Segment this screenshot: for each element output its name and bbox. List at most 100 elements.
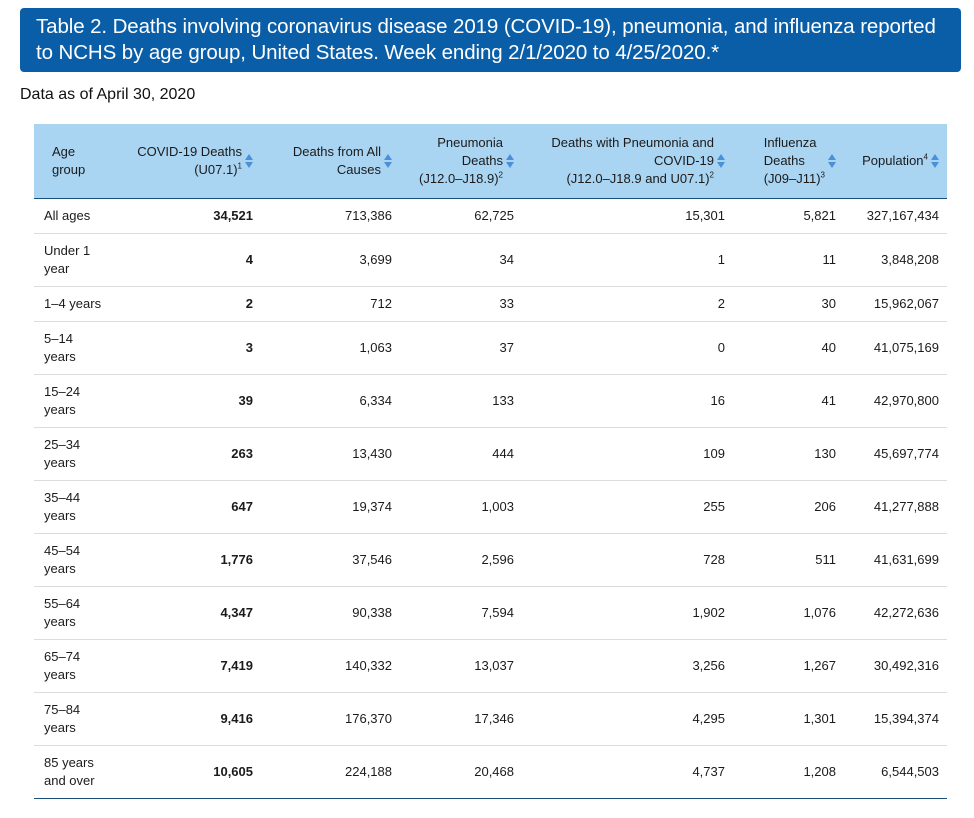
- pneumonia-deaths-cell: 37: [400, 321, 522, 375]
- header-all-line1: Deaths from All: [292, 144, 381, 159]
- age-group-label: 1–4 years: [44, 296, 102, 311]
- age-group-cell: 5–14 years: [34, 321, 126, 375]
- header-pop-line1: Population: [862, 153, 924, 168]
- pneumonia-deaths-cell: 62,725: [400, 198, 522, 234]
- covid-deaths-cell: 647: [126, 480, 261, 534]
- column-header-all-causes[interactable]: Deaths from All Causes: [261, 124, 400, 199]
- all-causes-cell: 6,334: [261, 374, 400, 428]
- pneumonia-deaths-cell: 33: [400, 286, 522, 322]
- population-cell: 41,075,169: [844, 321, 947, 375]
- table-row: 45–54 years 1,776 37,546 2,596 728 511 41,631,6…: [34, 533, 947, 587]
- header-flu-line2: Deaths: [763, 153, 805, 168]
- column-header-age-group: Age group: [34, 124, 126, 199]
- pneumonia-covid-cell: 1,902: [522, 586, 733, 640]
- sort-icon[interactable]: [506, 154, 514, 168]
- pneumonia-covid-cell: 16: [522, 374, 733, 428]
- pneumonia-covid-cell: 15,301: [522, 198, 733, 234]
- sort-icon[interactable]: [717, 154, 725, 168]
- table-row: 35–44 years 647 19,374 1,003 255 206 41,277,888: [34, 480, 947, 534]
- header-pneu-covid-line3: (J12.0–J18.9 and U07.1): [566, 171, 710, 186]
- header-all-line2: Causes: [336, 162, 381, 177]
- header-age-line2: group: [52, 162, 86, 177]
- age-group-label: 35–44: [44, 490, 81, 505]
- table-row: 25–34 years 263 13,430 444 109 130 45,697,774: [34, 427, 947, 481]
- header-covid-line2: (U07.1): [194, 162, 238, 177]
- all-causes-cell: 713,386: [261, 198, 400, 234]
- table-title: Table 2. Deaths involving coronavirus di…: [36, 15, 936, 64]
- header-pneu-line3: (J12.0–J18.9): [419, 171, 499, 186]
- table-row: 65–74 years 7,419 140,332 13,037 3,256 1,267 30…: [34, 639, 947, 693]
- column-header-population[interactable]: Population4: [844, 124, 947, 199]
- age-group-cell: 25–34 years: [34, 427, 126, 481]
- population-cell: 15,962,067: [844, 286, 947, 322]
- influenza-deaths-cell: 5,821: [733, 198, 844, 234]
- column-header-influenza-deaths[interactable]: Influenza Deaths (J09–J11)3: [733, 124, 844, 199]
- header-pneu-line2: Deaths: [461, 153, 503, 168]
- age-group-label: All ages: [44, 208, 91, 223]
- age-group-cell: Under 1 year: [34, 233, 126, 287]
- column-header-pneumonia-deaths[interactable]: Pneumonia Deaths (J12.0–J18.9)2: [400, 124, 522, 199]
- covid-deaths-cell: 3: [126, 321, 261, 375]
- age-group-label: 65–74: [44, 649, 81, 664]
- sort-icon[interactable]: [828, 154, 836, 168]
- population-cell: 15,394,374: [844, 692, 947, 746]
- sort-icon[interactable]: [931, 154, 939, 168]
- pneumonia-covid-cell: 728: [522, 533, 733, 587]
- influenza-deaths-cell: 1,301: [733, 692, 844, 746]
- influenza-deaths-cell: 30: [733, 286, 844, 322]
- age-group-label: 5–14: [44, 331, 73, 346]
- table-row: Under 1 year 4 3,699 34 1 11 3,848,208: [34, 233, 947, 287]
- age-group-cell: 75–84 years: [34, 692, 126, 746]
- population-cell: 45,697,774: [844, 427, 947, 481]
- all-causes-cell: 176,370: [261, 692, 400, 746]
- pneumonia-covid-cell: 109: [522, 427, 733, 481]
- header-covid-line1: COVID-19 Deaths: [137, 144, 242, 159]
- table-row: All ages 34,521 713,386 62,725 15,301 5,821 32…: [34, 198, 947, 234]
- age-group-label-line2: years: [44, 508, 76, 523]
- pneumonia-deaths-cell: 7,594: [400, 586, 522, 640]
- influenza-deaths-cell: 1,208: [733, 745, 844, 799]
- covid-deaths-cell: 263: [126, 427, 261, 481]
- table-row: 5–14 years 3 1,063 37 0 40 41,075,169: [34, 321, 947, 375]
- covid-deaths-cell: 9,416: [126, 692, 261, 746]
- population-cell: 30,492,316: [844, 639, 947, 693]
- table-row: 15–24 years 39 6,334 133 16 41 42,970,800: [34, 374, 947, 428]
- age-group-label-line2: years: [44, 402, 76, 417]
- pneumonia-deaths-cell: 1,003: [400, 480, 522, 534]
- table-title-banner: Table 2. Deaths involving coronavirus di…: [20, 8, 961, 72]
- column-header-covid-deaths[interactable]: COVID-19 Deaths (U07.1)1: [126, 124, 261, 199]
- table-header-row: Age group COVID-19 Deaths (U07.1)1 Death…: [34, 124, 947, 199]
- table-row: 55–64 years 4,347 90,338 7,594 1,902 1,076 42,2…: [34, 586, 947, 640]
- header-pneu-covid-line2: COVID-19: [654, 153, 714, 168]
- header-pneu-covid-footnote: 2: [709, 170, 714, 180]
- covid-deaths-cell: 7,419: [126, 639, 261, 693]
- header-pneu-footnote: 2: [498, 170, 503, 180]
- pneumonia-deaths-cell: 444: [400, 427, 522, 481]
- population-cell: 41,277,888: [844, 480, 947, 534]
- column-header-pneumonia-and-covid[interactable]: Deaths with Pneumonia and COVID-19 (J12.…: [522, 124, 733, 199]
- influenza-deaths-cell: 206: [733, 480, 844, 534]
- pneumonia-deaths-cell: 133: [400, 374, 522, 428]
- header-flu-line1: Influenza: [763, 135, 817, 150]
- deaths-by-age-table: Age group COVID-19 Deaths (U07.1)1 Death…: [34, 124, 947, 799]
- sort-icon[interactable]: [245, 154, 253, 168]
- data-as-of-date: Data as of April 30, 2020: [20, 86, 196, 103]
- header-covid-footnote: 1: [237, 161, 242, 171]
- sort-icon[interactable]: [384, 154, 392, 168]
- header-pop-footnote: 4: [923, 152, 928, 162]
- all-causes-cell: 3,699: [261, 233, 400, 287]
- age-group-cell: 35–44 years: [34, 480, 126, 534]
- age-group-label: 15–24: [44, 384, 81, 399]
- all-causes-cell: 37,546: [261, 533, 400, 587]
- influenza-deaths-cell: 11: [733, 233, 844, 287]
- influenza-deaths-cell: 1,267: [733, 639, 844, 693]
- pneumonia-covid-cell: 3,256: [522, 639, 733, 693]
- age-group-cell: 1–4 years: [34, 286, 126, 322]
- all-causes-cell: 224,188: [261, 745, 400, 799]
- pneumonia-deaths-cell: 17,346: [400, 692, 522, 746]
- age-group-label: Under 1: [44, 243, 91, 258]
- covid-deaths-cell: 4: [126, 233, 261, 287]
- header-pneu-covid-line1: Deaths with Pneumonia and: [551, 135, 714, 150]
- age-group-label: 75–84: [44, 702, 81, 717]
- population-cell: 42,272,636: [844, 586, 947, 640]
